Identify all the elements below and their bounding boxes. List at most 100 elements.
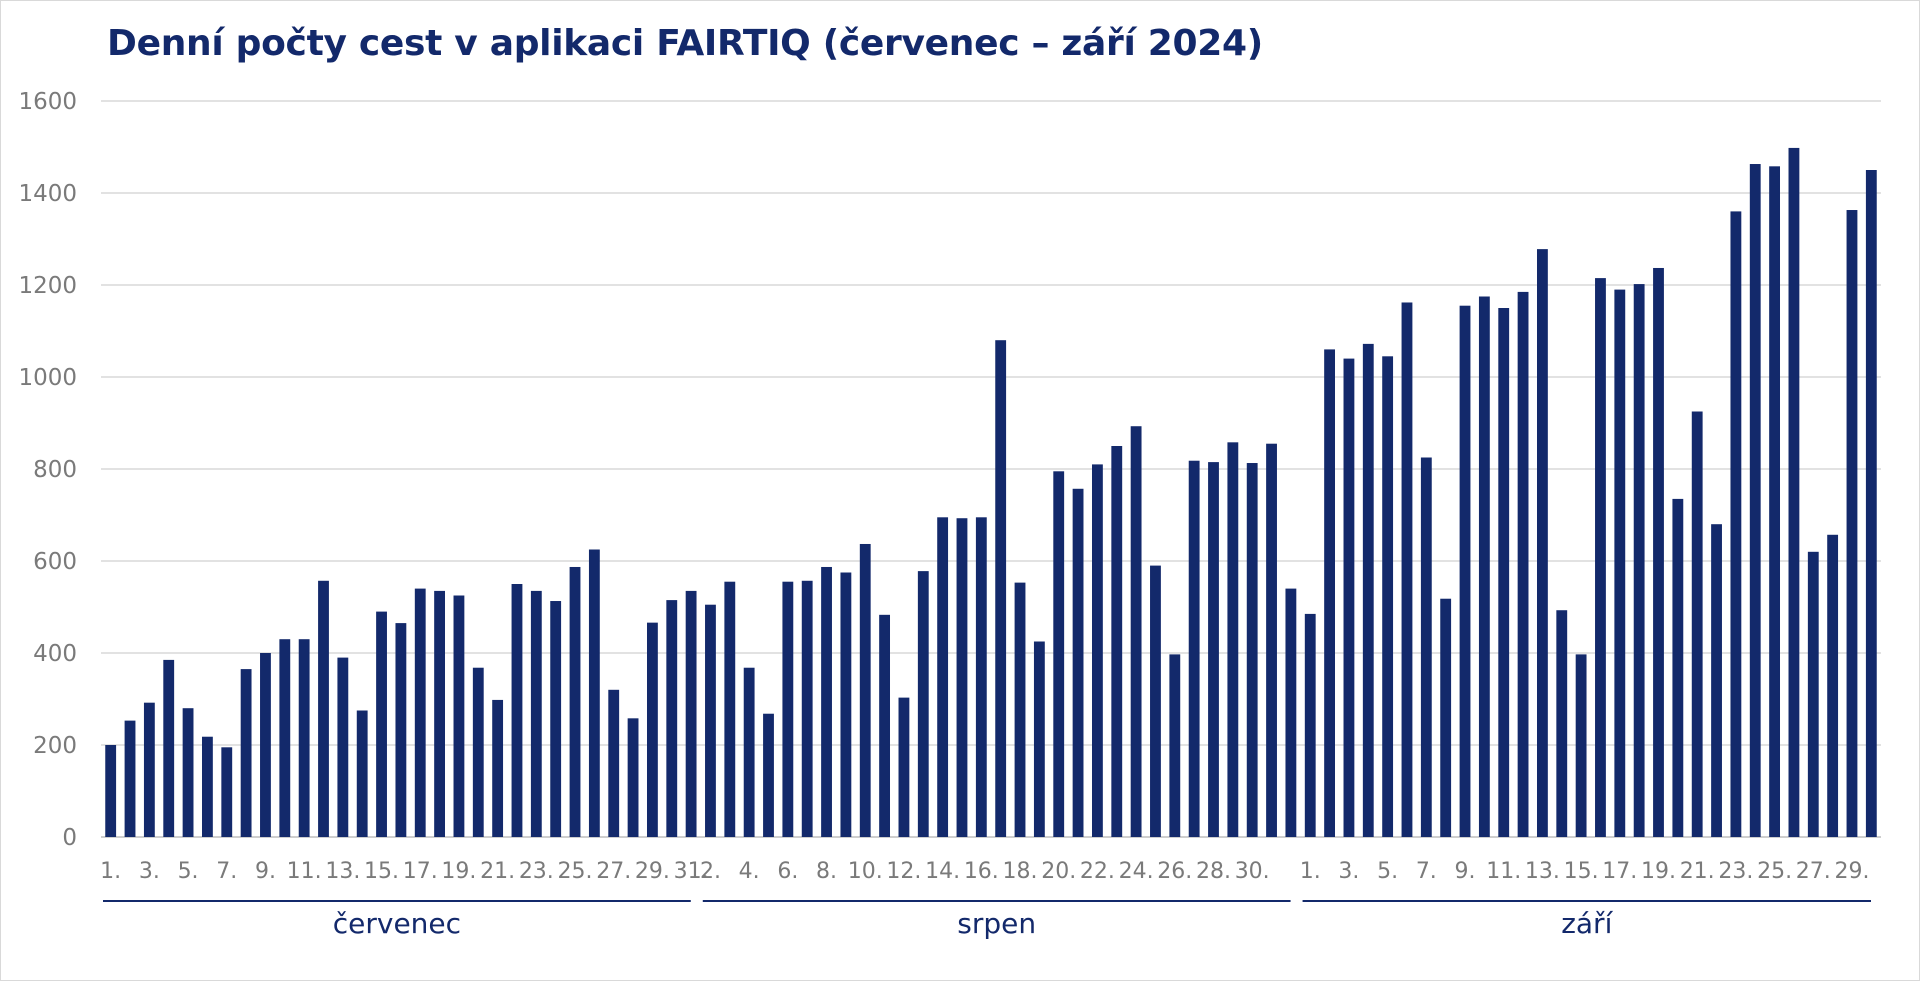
bar: [511, 584, 523, 837]
y-axis-ticks: 0 200 400 600 800 1000 1200 1400 1600: [18, 89, 77, 851]
bar: [1769, 166, 1781, 837]
bar: [1691, 411, 1703, 837]
bar: [569, 566, 581, 837]
bar: [472, 667, 484, 837]
bar: [1324, 349, 1336, 837]
bar: [1827, 534, 1839, 837]
bar: [879, 614, 891, 837]
bar: [453, 595, 465, 837]
x-tick-label: 3.: [1338, 859, 1359, 884]
x-tick-label: 21.: [1680, 859, 1715, 884]
bar: [279, 639, 291, 837]
y-tick-label: 1200: [18, 273, 77, 299]
bar: [1382, 356, 1394, 837]
x-tick-label: 21.: [480, 859, 515, 884]
bar: [1014, 582, 1026, 837]
month-label: červenec: [333, 907, 461, 940]
y-tick-label: 1600: [18, 89, 77, 115]
bar: [1498, 308, 1510, 837]
x-tick-label: 25.: [558, 859, 593, 884]
bar: [105, 745, 117, 837]
x-tick-label: 27.: [1796, 859, 1831, 884]
bar: [1227, 442, 1239, 837]
y-tick-label: 1000: [18, 365, 77, 391]
x-tick-label: 29.: [1834, 859, 1869, 884]
x-tick-label: 15.: [364, 859, 399, 884]
bar: [1208, 462, 1219, 837]
bar: [801, 580, 813, 837]
bar: [627, 718, 639, 837]
y-tick-label: 200: [33, 733, 77, 759]
bar: [337, 657, 349, 837]
bar: [318, 580, 329, 837]
bar: [685, 590, 697, 837]
bar: [143, 702, 155, 837]
x-tick-label: 18.: [1003, 859, 1038, 884]
x-tick-label: 29.: [635, 859, 670, 884]
bar: [1111, 446, 1123, 837]
x-tick-label: 13.: [325, 859, 360, 884]
bar: [221, 747, 233, 837]
x-tick-label: 26.: [1157, 859, 1192, 884]
bar: [395, 623, 407, 837]
x-tick-label: 4.: [739, 859, 760, 884]
bar: [666, 600, 678, 837]
y-tick-label: 800: [33, 457, 77, 483]
bar: [1788, 147, 1800, 838]
bar: [975, 517, 987, 837]
x-tick-label: 27.: [596, 859, 631, 884]
x-tick-label: 20.: [1041, 859, 1076, 884]
x-tick-label: 7.: [216, 859, 237, 884]
bar: [859, 543, 871, 837]
x-tick-label: 5.: [1377, 859, 1398, 884]
bar: [1536, 249, 1548, 837]
bar: [260, 653, 271, 837]
bar: [1595, 278, 1606, 838]
x-tick-label: 5.: [178, 859, 199, 884]
x-tick-label: 9.: [1455, 859, 1476, 884]
x-tick-label: 31.: [674, 859, 709, 884]
bar: [414, 588, 426, 837]
bar: [1807, 551, 1819, 837]
bar: [1362, 343, 1374, 837]
bar: [240, 669, 252, 837]
bar: [705, 604, 716, 837]
month-label: září: [1561, 907, 1613, 940]
bar: [588, 549, 600, 837]
gridlines: [101, 100, 1881, 838]
bar: [898, 697, 910, 837]
x-tick-label: 11.: [287, 859, 322, 884]
bar: [1401, 302, 1413, 838]
bar: [724, 581, 736, 837]
x-axis-ticks: 1. 3. 5. 7. 9. 11. 13. 15. 17. 19. 21. 23. 25. 27. 29.…: [100, 859, 1869, 884]
x-tick-label: 16.: [964, 859, 999, 884]
bar: [1865, 170, 1877, 837]
bar: [1420, 457, 1432, 837]
x-tick-label: 30.: [1235, 859, 1270, 884]
bar: [1517, 291, 1529, 837]
x-tick-label: 14.: [925, 859, 960, 884]
y-tick-label: 400: [33, 641, 77, 667]
x-tick-label: 2.: [700, 859, 721, 884]
x-tick-label: 28.: [1196, 859, 1231, 884]
bar: [1285, 588, 1297, 837]
bar: [1304, 613, 1316, 837]
x-tick-label: 11.: [1486, 859, 1521, 884]
x-tick-label: 22.: [1080, 859, 1115, 884]
bar: [163, 659, 175, 837]
bar: [1188, 460, 1200, 837]
bar: [1672, 498, 1684, 837]
bar: [1575, 654, 1587, 837]
bar: [608, 689, 620, 837]
bar: [1246, 463, 1258, 837]
x-tick-label: 1.: [1300, 859, 1321, 884]
x-tick-label: 17.: [403, 859, 438, 884]
x-tick-label: 12.: [886, 859, 921, 884]
bar: [937, 517, 949, 837]
bar: [1556, 610, 1568, 837]
x-tick-label: 1.: [100, 859, 121, 884]
bar: [1478, 296, 1490, 837]
y-tick-label: 0: [62, 825, 77, 851]
y-tick-label: 600: [33, 549, 77, 575]
